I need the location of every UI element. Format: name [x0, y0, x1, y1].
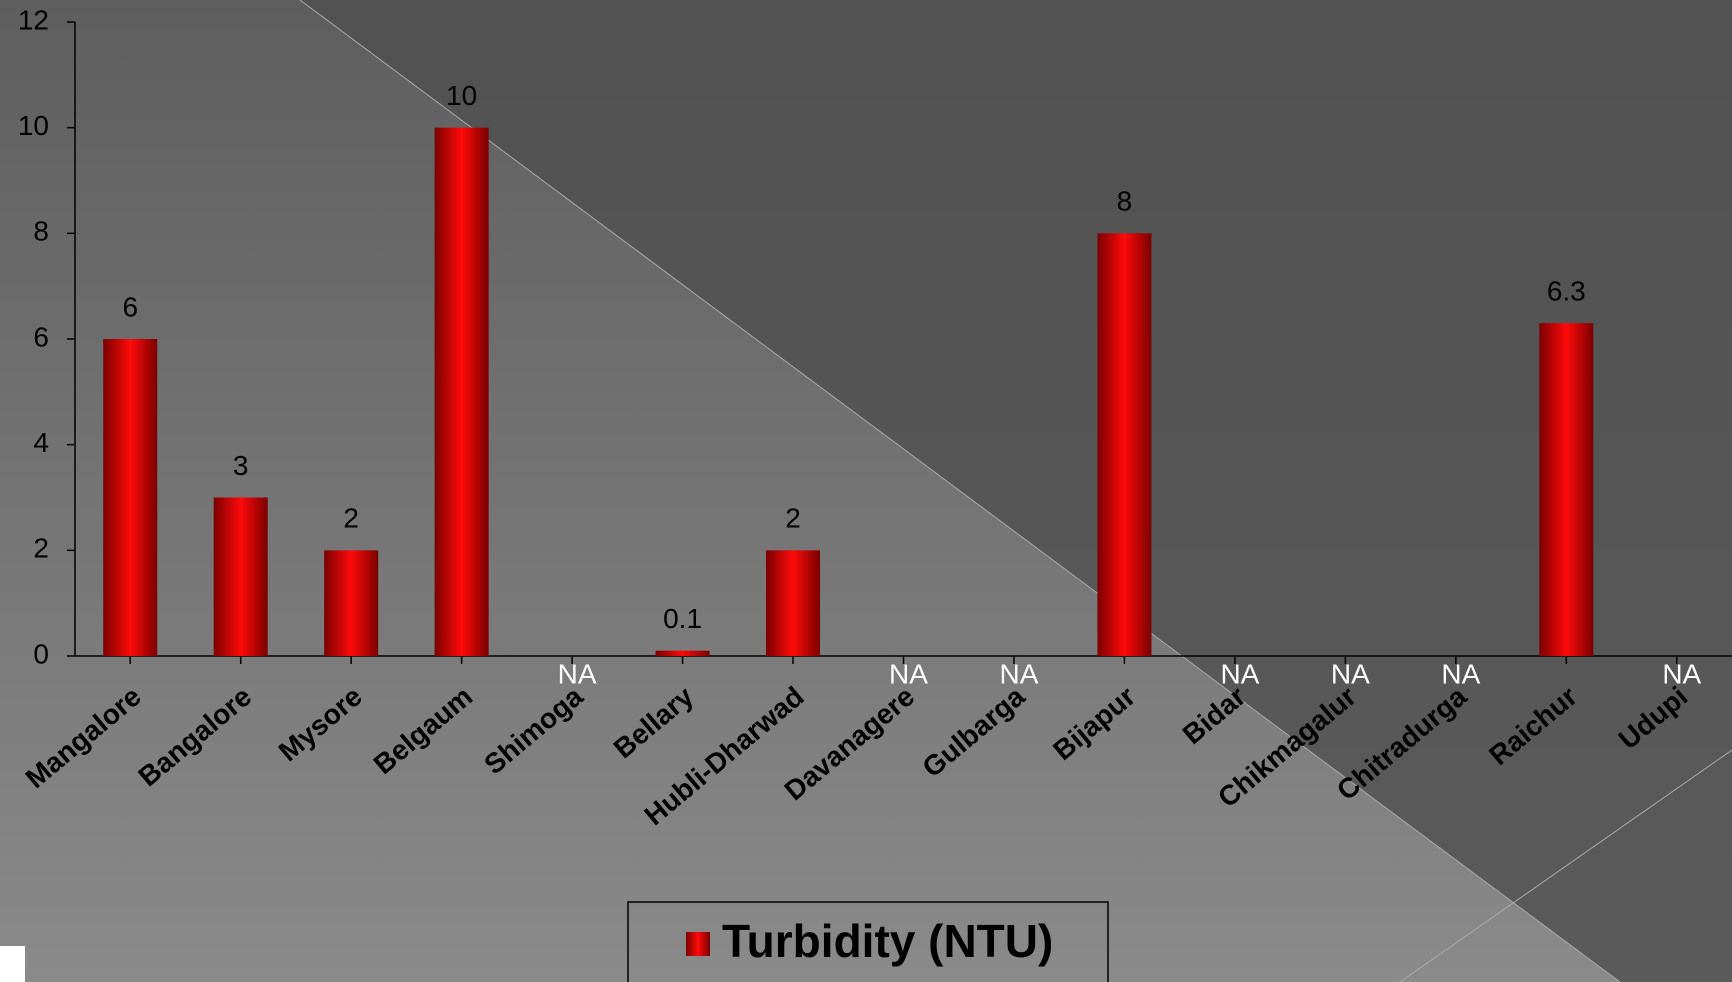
bar	[1539, 323, 1594, 656]
bar	[324, 550, 379, 656]
background-shade	[300, 0, 1732, 982]
y-tick-label: 4	[33, 427, 49, 458]
bar	[655, 650, 710, 656]
y-tick-label: 10	[18, 110, 49, 141]
bar	[766, 550, 821, 656]
bar	[434, 127, 489, 656]
y-tick-label: 12	[18, 4, 49, 35]
na-label: NA	[1331, 658, 1370, 689]
legend-swatch	[686, 932, 710, 956]
na-label: NA	[889, 658, 928, 689]
na-label: NA	[1220, 658, 1259, 689]
y-tick-label: 0	[33, 638, 49, 669]
decor-line	[1399, 749, 1732, 982]
y-tick-label: 2	[33, 533, 49, 564]
bar	[103, 339, 158, 656]
value-label: 3	[233, 450, 249, 481]
na-label: NA	[1662, 658, 1701, 689]
legend-box	[627, 901, 1109, 982]
value-label: 0.1	[663, 603, 702, 634]
bar	[213, 497, 268, 656]
value-label: 6	[122, 291, 138, 322]
na-label: NA	[1000, 658, 1039, 689]
y-tick-label: 8	[33, 216, 49, 247]
value-label: 10	[446, 80, 477, 111]
bar	[1097, 233, 1152, 657]
y-tick-label: 6	[33, 321, 49, 352]
corner-icon	[0, 946, 25, 982]
value-label: 2	[343, 503, 359, 534]
na-label: NA	[558, 658, 597, 689]
value-label: 2	[785, 503, 801, 534]
na-label: NA	[1441, 658, 1480, 689]
value-label: 8	[1117, 186, 1133, 217]
value-label: 6.3	[1547, 276, 1586, 307]
legend-label: Turbidity (NTU)	[722, 915, 1053, 967]
decor-line	[299, 0, 1621, 982]
